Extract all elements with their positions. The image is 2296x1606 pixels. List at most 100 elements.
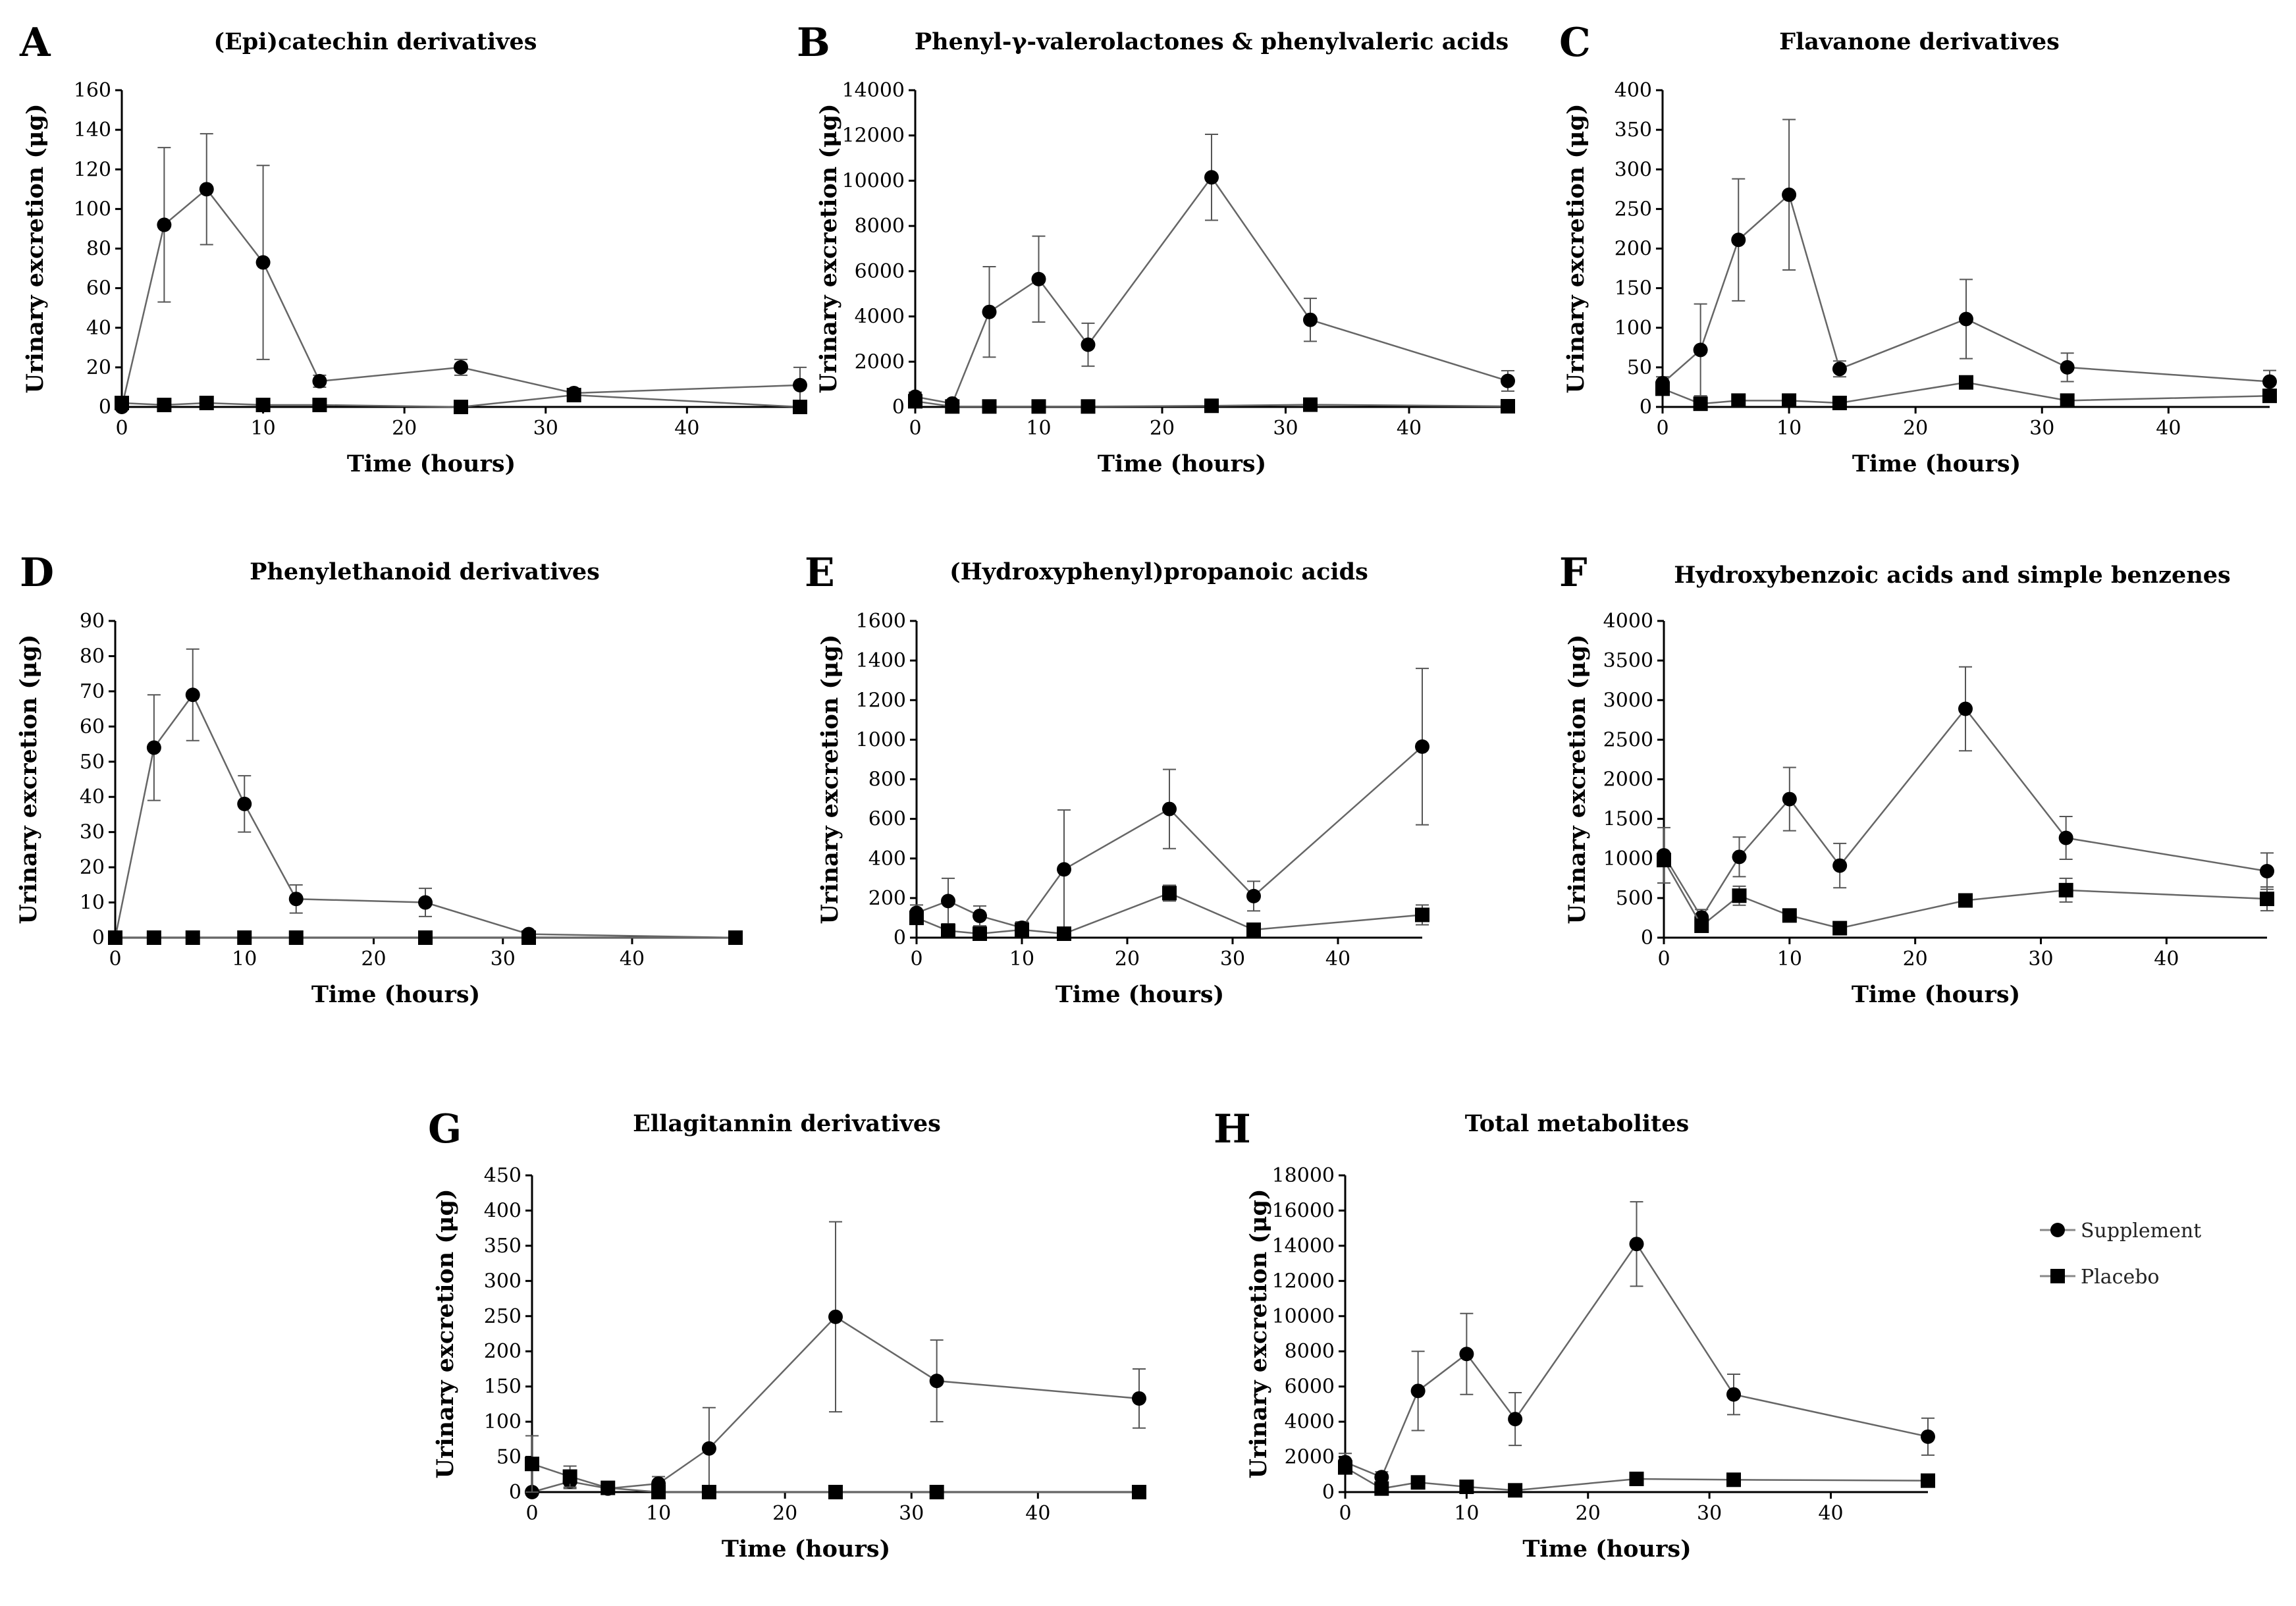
series-placebo [525,1435,1146,1499]
y-tick-label: 50 [496,1446,521,1469]
panel-title: Phenylethanoid derivatives [250,558,600,585]
y-tick-label: 50 [1627,356,1652,379]
data-point-placebo [1693,396,1708,412]
chart-panel-g: G Ellagitannin derivatives050100150200250… [428,1106,1146,1563]
panel-letter: H [1214,1106,1251,1152]
y-tick-label: 0 [99,396,111,419]
x-tick-label: 10 [1776,417,1802,440]
data-point-supplement [701,1441,716,1456]
data-point-supplement [1832,361,1847,377]
y-tick-label: 500 [1616,887,1653,910]
legend-item-supplement: Supplement [2040,1219,2201,1243]
data-point-placebo [1731,393,1746,408]
data-point-placebo [146,930,161,945]
y-tick-label: 0 [1640,396,1652,419]
panel-letter: F [1559,550,1588,596]
y-tick-label: 800 [868,768,906,791]
x-tick-label: 0 [1657,948,1670,971]
y-tick-label: 12000 [1272,1270,1335,1293]
data-point-placebo [199,395,214,410]
series-placebo [115,387,807,414]
data-point-supplement [418,895,433,910]
legend-item-placebo: Placebo [2040,1266,2160,1289]
y-tick-label: 60 [80,715,105,738]
data-point-placebo [1031,399,1046,414]
y-tick-label: 200 [484,1340,521,1363]
data-point-placebo [1246,922,1261,937]
data-point-placebo [157,397,172,412]
y-tick-label: 1200 [856,689,906,712]
y-tick-label: 6000 [1285,1376,1335,1399]
data-point-supplement [1782,791,1797,807]
panel-title: (Hydroxyphenyl)propanoic acids [949,558,1368,585]
x-tick-label: 40 [2156,417,2181,440]
x-axis-title: Time (hours) [1098,450,1266,477]
y-tick-label: 300 [1615,158,1652,181]
y-tick-label: 350 [1615,119,1652,142]
data-point-placebo [1655,381,1670,396]
chart-panels: A (Epi)catechin derivatives02040608010012… [15,20,2277,1563]
y-tick-label: 90 [80,610,105,633]
data-point-placebo [1057,926,1071,941]
data-point-placebo [1162,886,1177,901]
data-point-placebo [1782,908,1797,923]
data-point-placebo [941,923,955,938]
y-tick-label: 14000 [842,79,905,102]
data-point-supplement [1501,373,1515,388]
y-tick-label: 250 [1615,198,1652,221]
data-point-placebo [1410,1475,1426,1490]
x-tick-label: 10 [646,1502,671,1525]
data-point-supplement [1374,1470,1389,1485]
y-tick-label: 0 [92,926,105,950]
y-tick-label: 2000 [1603,768,1653,791]
chart-panel-b: B Phenyl-γ-valerolactones & phenylvaleric… [797,20,1515,477]
x-tick-label: 0 [910,948,922,971]
data-point-supplement [288,892,304,907]
y-tick-label: 400 [484,1199,521,1222]
y-tick-label: 80 [86,238,111,261]
series-supplement [115,133,807,414]
y-tick-label: 200 [1615,238,1652,261]
data-point-placebo [601,1480,616,1495]
panel-letter: E [805,550,835,596]
data-point-placebo [908,394,922,409]
data-point-supplement [1959,311,1973,327]
y-axis-title: Urinary excretion (μg) [1564,634,1591,924]
data-point-placebo [1694,918,1709,933]
x-tick-label: 40 [674,417,699,440]
y-tick-label: 16000 [1272,1199,1335,1222]
x-tick-label: 20 [1115,948,1140,971]
data-point-placebo [1303,397,1318,412]
y-tick-label: 1000 [856,728,906,751]
chart-panel-a: A (Epi)catechin derivatives02040608010012… [19,20,807,477]
x-tick-label: 10 [250,417,275,440]
y-tick-label: 20 [86,356,111,379]
y-tick-label: 250 [484,1305,521,1328]
data-point-supplement [237,796,252,811]
data-point-supplement [1693,342,1708,358]
series-line-supplement [1345,1242,1929,1478]
y-tick-label: 100 [484,1410,521,1433]
y-tick-label: 8000 [1285,1340,1335,1363]
x-tick-label: 40 [1325,948,1350,971]
y-tick-label: 4000 [1285,1410,1335,1433]
chart-panel-c: C Flavanone derivatives050100150200250300… [1559,20,2277,477]
data-point-supplement [1921,1429,1935,1444]
y-tick-label: 100 [1615,317,1652,340]
y-tick-label: 1400 [856,649,906,672]
data-point-placebo [1958,893,1973,908]
y-tick-label: 300 [484,1270,521,1293]
series-line-supplement [114,693,736,939]
legend-circle-marker [2050,1223,2065,1237]
x-tick-label: 0 [909,417,921,440]
data-point-supplement [1410,1383,1426,1399]
x-tick-label: 10 [1026,417,1051,440]
y-tick-label: 8000 [855,215,905,238]
y-tick-label: 4000 [1603,610,1653,633]
data-point-placebo [1132,1485,1146,1499]
y-tick-label: 350 [484,1235,521,1258]
data-point-supplement [1162,801,1177,816]
y-tick-label: 140 [74,119,111,142]
series-line-supplement [915,176,1508,405]
x-tick-label: 0 [1656,417,1669,440]
